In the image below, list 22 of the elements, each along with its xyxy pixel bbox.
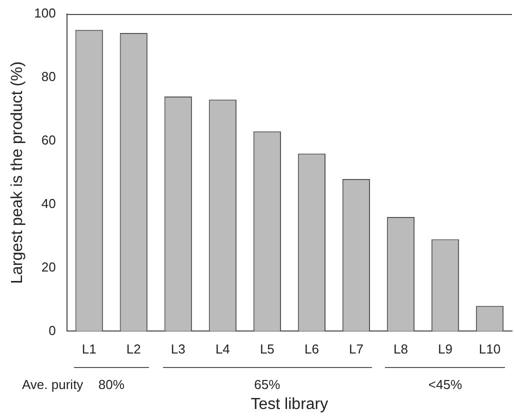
text: 80% xyxy=(98,376,125,392)
x-tick-label: L6 xyxy=(304,342,319,357)
y-tick-label: 20 xyxy=(41,259,56,274)
x-tick-label: L5 xyxy=(260,342,274,357)
x-tick-label: L4 xyxy=(215,342,230,357)
x-tick-label: L1 xyxy=(82,342,96,357)
text: Ave. purity xyxy=(22,376,84,392)
y-tick-label: 60 xyxy=(41,132,56,148)
x-tick-label: L9 xyxy=(438,342,452,357)
y-tick-label: 40 xyxy=(41,196,56,211)
x-tick-label: L10 xyxy=(478,342,501,357)
x-tick-label: L8 xyxy=(393,342,408,357)
x-axis-title: Test library xyxy=(250,396,328,413)
y-tick-label: 100 xyxy=(34,6,56,21)
y-axis-title: Largest peak is the product (%) xyxy=(9,61,26,284)
y-tick-label: 80 xyxy=(41,69,56,84)
x-tick-label: L2 xyxy=(126,342,141,357)
y-tick-label: 0 xyxy=(48,322,56,338)
x-tick-label: L7 xyxy=(348,342,364,357)
x-tick-label: L3 xyxy=(170,342,186,357)
text: 65% xyxy=(254,376,281,392)
text: <45% xyxy=(428,376,462,392)
